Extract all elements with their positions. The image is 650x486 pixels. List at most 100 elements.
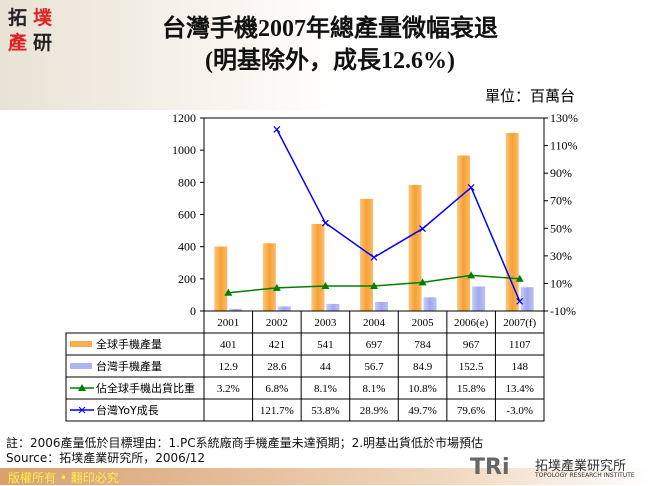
bar-global [408,184,422,311]
left-tick-label: 400 [178,240,196,254]
bar-global [360,198,373,311]
legend-swatch [70,341,92,347]
table-cell: 8.1% [363,383,386,395]
category-label: 2005 [412,317,435,329]
x-marker [273,126,281,133]
header-background [0,0,340,110]
left-tick-label: 1200 [172,111,196,125]
left-tick-label: 1000 [172,143,196,157]
triangle-marker [321,282,330,290]
table-cell: 56.7 [364,361,384,373]
left-tick-label: 0 [190,304,196,318]
category-label: 2004 [363,317,386,329]
table-cell: 15.8% [457,383,485,395]
left-tick-label: 800 [178,175,196,189]
brand-name: 拓墣產業研究所 [535,459,627,474]
right-tick-label: 30% [550,249,572,263]
brand-sub: TOPOLOGY RESEARCH INSTITUTE [535,472,635,479]
table-cell: 967 [463,339,480,351]
logo-char: 墣 [33,7,53,29]
logo-char: 研 [33,32,53,54]
right-tick-label: 70% [550,194,572,208]
category-label: 2007(f) [503,317,536,329]
table-cell: 121.7% [260,405,294,417]
right-tick-label: -10% [550,304,576,318]
table-cell: 8.1% [314,383,337,395]
x-marker [370,253,378,261]
bar-taiwan [520,287,534,311]
bar-taiwan [423,297,437,311]
table-cell: 148 [511,361,528,373]
right-tick-label: 10% [550,276,572,290]
legend-label: 台灣YoY成長 [96,403,159,417]
bar-taiwan [375,301,388,311]
bar-global [262,243,276,311]
bar-global [457,155,471,311]
chart: 0 200 400 600 800 1000 1200 -10% 10% 30% 50% 70% 90%… [65,111,578,422]
title-line1: 台灣手機2007年總產量微幅衰退 [162,16,498,42]
right-tick-label: 50% [550,221,572,235]
triangle-marker [467,271,476,279]
triangle-marker [224,288,233,296]
category-label: 2002 [266,317,288,329]
table-cell: 13.4% [506,383,534,395]
table-cell: 3.2% [217,383,240,395]
legend-marker [78,406,86,414]
x-marker [467,184,475,191]
bar-taiwan [326,303,340,311]
copyright: 版權所有 • 翻印必究 [8,471,119,485]
legend-label: 佔全球手機出貨比重 [96,381,195,395]
legend-swatch [70,363,92,369]
triangle-marker [370,282,378,290]
triangle-marker [515,274,524,282]
right-tick-label: 130% [550,111,578,125]
legend-marker [78,384,86,391]
bar-taiwan [229,308,243,311]
x-marker [419,225,426,233]
right-tick-label: 110% [550,139,578,153]
legend-label: 全球手機產量 [96,337,162,351]
x-marker [322,219,329,227]
unit-label: 單位：百萬台 [485,87,576,105]
legend-label: 台灣手機產量 [96,359,162,373]
brand-mark: TRi [470,455,510,480]
table-cell: 10.8% [408,383,436,395]
table-cell: 6.8% [265,383,288,395]
bar-global [311,223,325,311]
logo-char: 產 [8,32,28,54]
logo-char: 拓 [8,7,28,29]
category-label: 2006(e) [454,317,489,329]
footer-bar: 版權所有 • 翻印必究 [0,468,650,485]
category-label: 2003 [314,317,337,329]
table-cell: 79.6% [457,405,485,417]
bar-global [214,246,228,311]
table-cell: 28.9% [360,405,388,417]
table-cell: 49.7% [408,405,436,417]
left-tick-label: 200 [178,272,196,286]
table-cell: 541 [317,339,334,351]
bar-taiwan [472,286,486,311]
triangle-marker [418,278,427,286]
table-cell: 44 [320,361,332,373]
table-cell: 697 [366,339,383,351]
table-cell: 152.5 [459,361,484,373]
right-tick-label: 90% [550,166,572,180]
table-cell: 421 [269,339,286,351]
title-line2: (明基除外，成長12.6%) [205,48,455,74]
table-cell: 84.9 [413,361,433,373]
left-tick-label: 600 [178,208,196,222]
source: Source：拓墣產業研究所，2006/12 [6,451,206,465]
table-cell: 53.8% [311,405,339,417]
table-cell: -3.0% [506,405,533,417]
table-cell: 1107 [509,339,531,351]
x-marker [516,297,524,305]
triangle-marker [272,283,281,291]
logo: 拓 墣 產 研 [8,6,58,56]
table-cell: 784 [414,339,431,351]
series-line [276,129,521,302]
category-label: 2001 [217,317,239,329]
bar-taiwan [277,306,291,311]
footnote: 註：2006產量低於目標理由：1.PC系統廠商手機產量未達預期；2.明基出貨低於… [6,436,484,450]
bar-global [505,132,519,311]
table-cell: 28.6 [267,361,287,373]
